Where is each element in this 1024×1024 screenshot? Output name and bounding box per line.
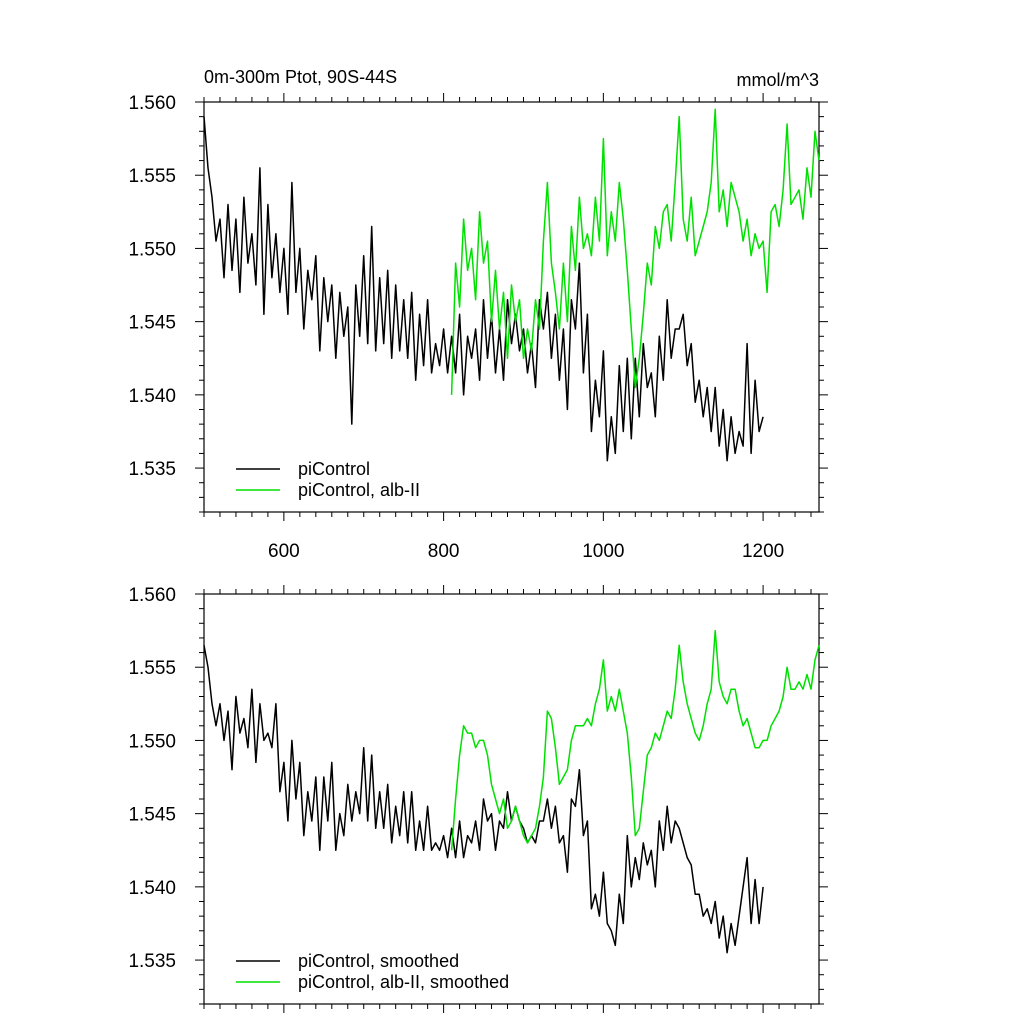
y-tick-label: 1.545 [128,805,176,826]
series-line-picontrol [203,116,764,462]
legend-label-picontrol-smoothed: piControl, smoothed [298,951,459,971]
y-tick-label: 1.555 [128,658,176,679]
series-line-alb-ii [450,108,820,395]
panel-top: 1.535 1.540 1.545 1.550 1.555 1.560 600 800 1000… [128,67,828,562]
y-tick-label: 1.550 [128,731,176,752]
series-line-alb-ii [450,629,820,851]
y-tick-label: 1.550 [128,239,176,260]
x-tick-label: 1000 [582,541,624,562]
series-line-picontrol [203,645,764,954]
legend: piControl, smoothed piControl, alb-II, s… [236,951,509,992]
legend: piControl piControl, alb-II [236,459,420,500]
y-tick-label: 1.555 [128,166,176,187]
chart-title: 0m-300m Ptot, 90S-44S [204,67,397,87]
legend-label-alb-ii: piControl, alb-II [298,480,420,500]
x-tick-label: 600 [268,541,300,562]
y-tick-label: 1.535 [128,459,176,480]
y-tick-label: 1.535 [128,951,176,972]
panel-bottom: 1.535 1.540 1.545 1.550 1.555 1.560 piControl… [128,585,828,1013]
y-tick-label: 1.540 [128,386,176,407]
y-tick-label: 1.560 [128,93,176,114]
legend-label-picontrol: piControl [298,459,370,479]
x-tick-label: 1200 [742,541,784,562]
units-label: mmol/m^3 [737,70,819,90]
y-tick-label: 1.560 [128,585,176,606]
legend-label-alb-ii-smoothed: piControl, alb-II, smoothed [298,972,509,992]
x-tick-label: 800 [428,541,460,562]
y-tick-label: 1.545 [128,313,176,334]
y-tick-label: 1.540 [128,878,176,899]
